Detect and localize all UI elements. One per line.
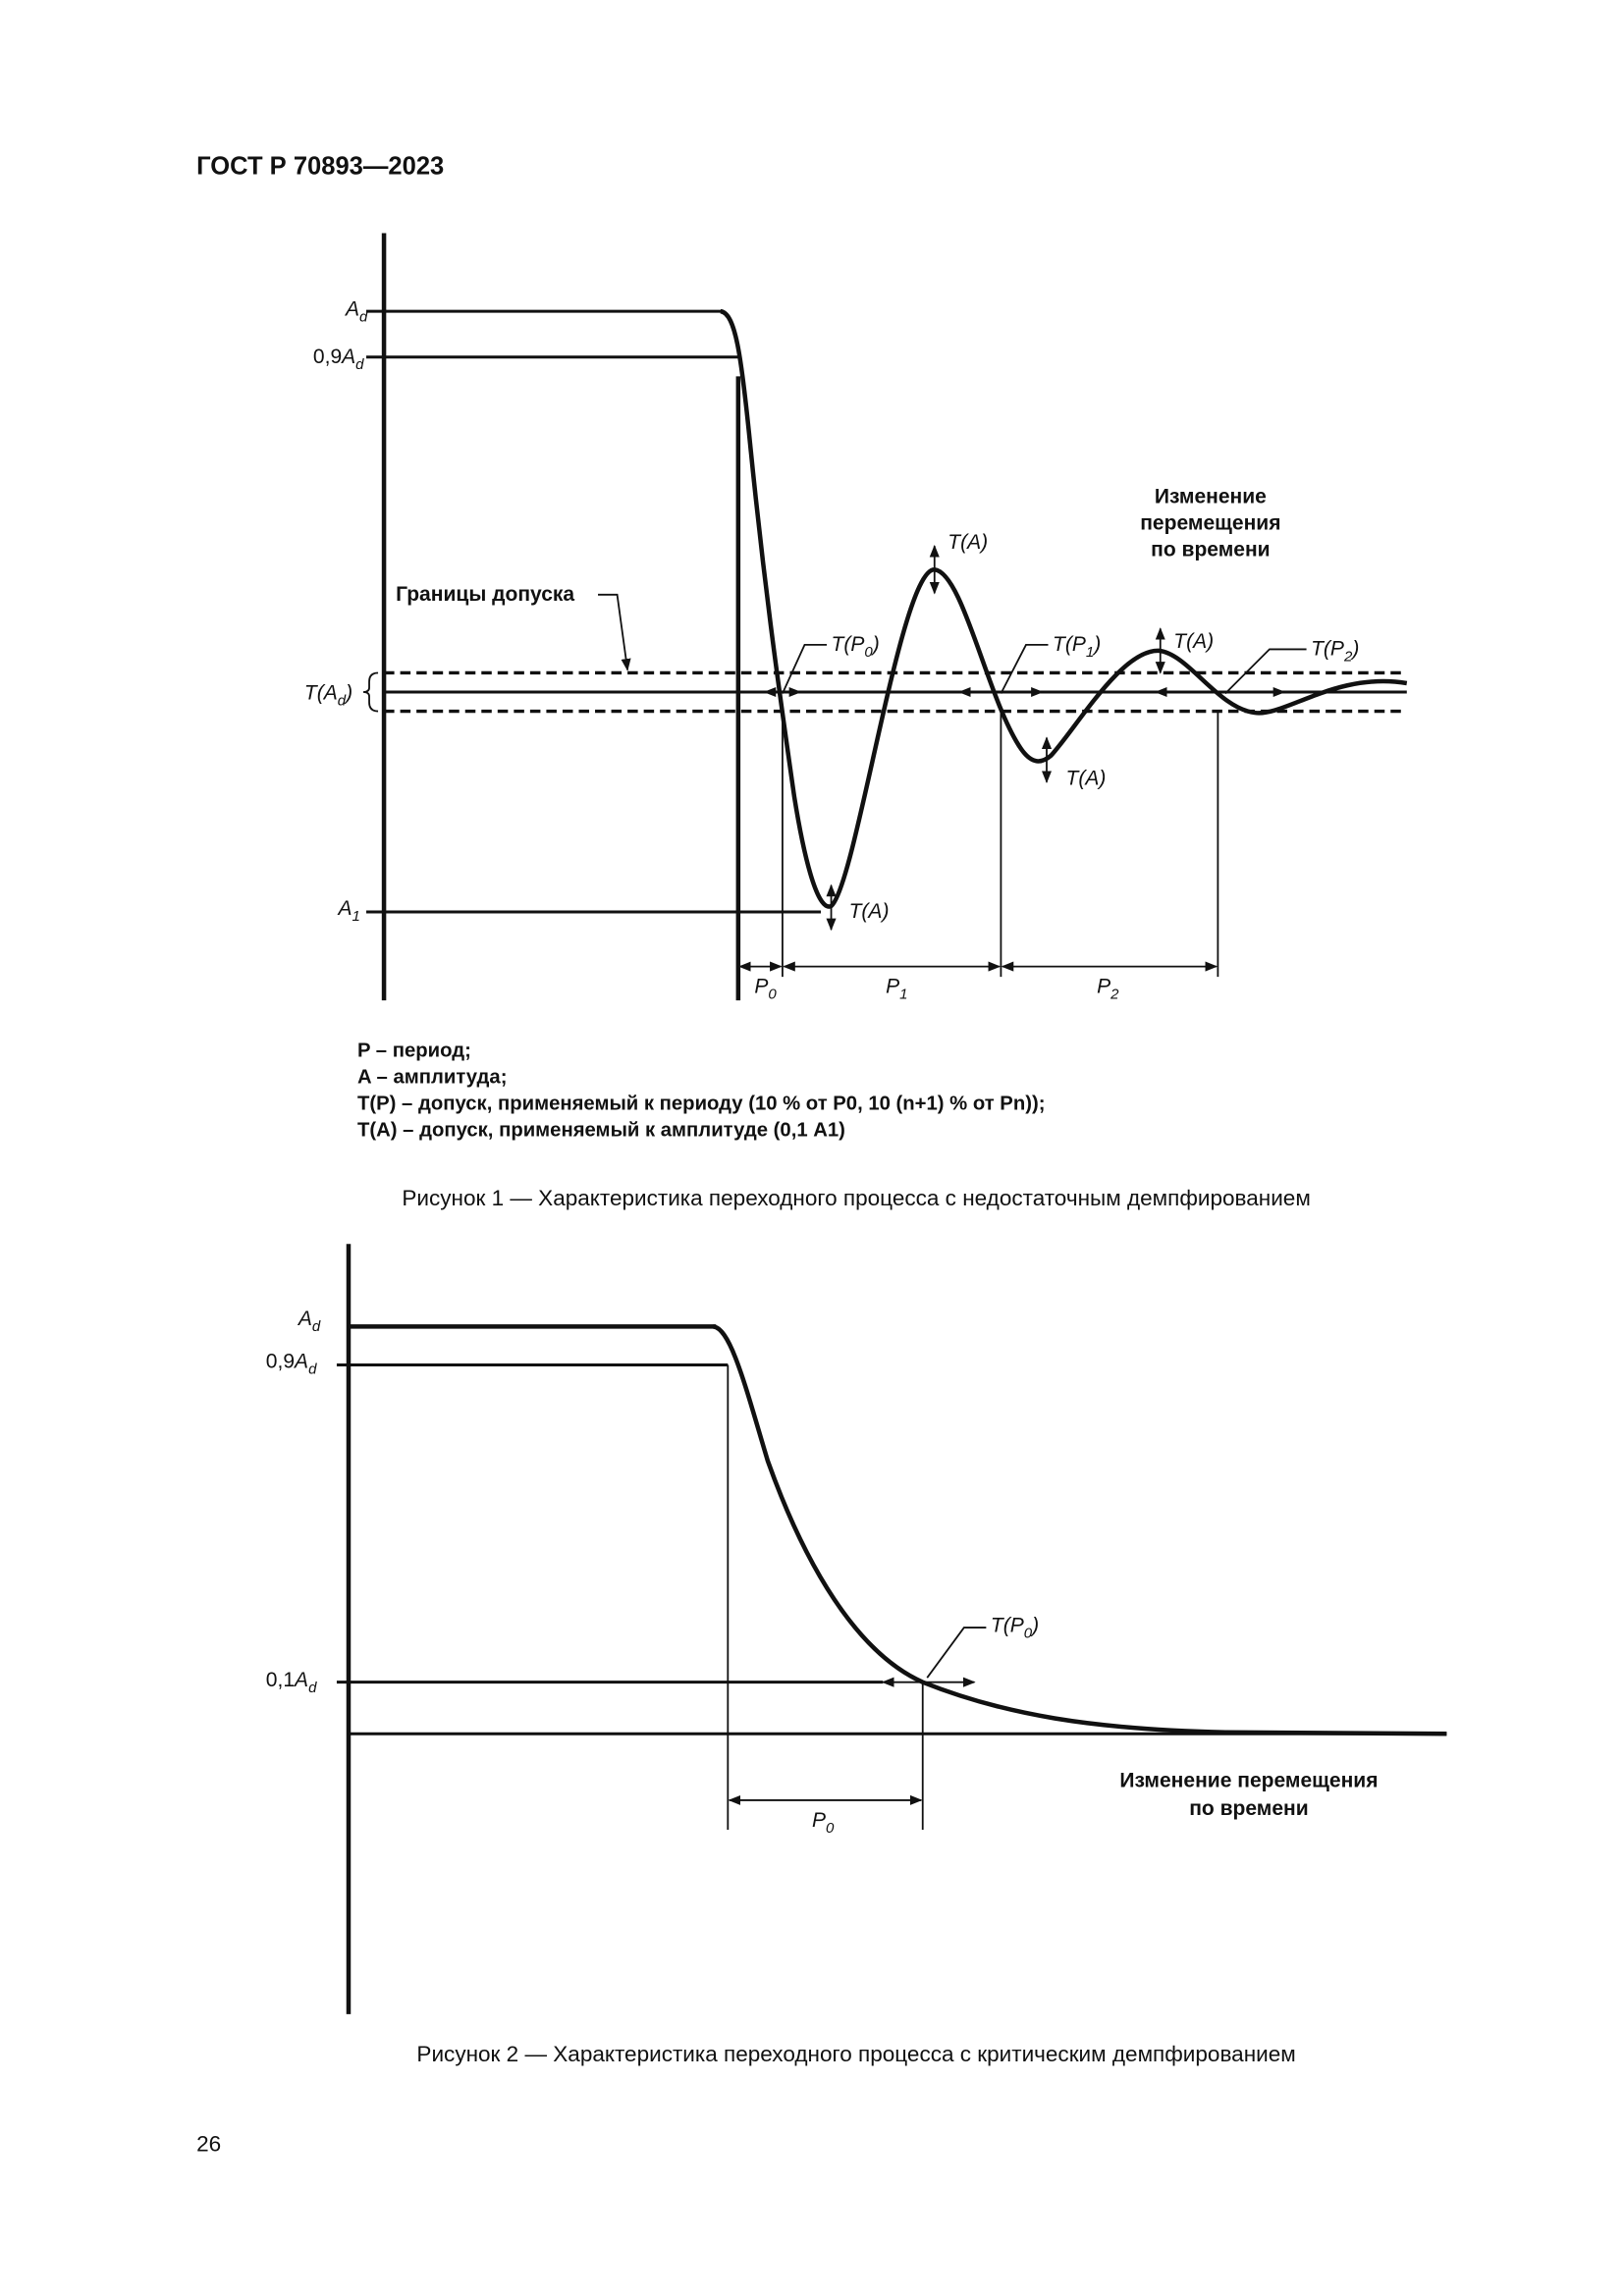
legend-line-4: T(A) – допуск, применяемый к амплитуде (… — [357, 1119, 845, 1141]
p2-label: P2 — [1097, 976, 1119, 1003]
motion-title-line2: перемещения — [1140, 512, 1280, 535]
motion-title-line1: Изменение перемещения — [1119, 1769, 1378, 1791]
tp0-label: T(P0) — [991, 1615, 1039, 1642]
tad-brace — [362, 671, 379, 713]
ad01-label: 0,1Ad — [266, 1669, 317, 1696]
ta-label-3: T(A) — [1173, 630, 1214, 653]
figure-2-caption: Рисунок 2 — Характеристика переходного п… — [416, 2042, 1295, 2066]
page-number: 26 — [196, 2132, 221, 2157]
motion-title-line2: по времени — [1189, 1797, 1308, 1820]
ad09-label: 0,9Ad — [313, 346, 364, 373]
ad-label: Ad — [297, 1308, 321, 1335]
ta-label-4: T(A) — [849, 900, 890, 923]
ta-label-1: T(A) — [947, 531, 988, 554]
legend-line-1: P – период; — [357, 1040, 471, 1061]
a1-label: A1 — [336, 897, 359, 925]
document-header: ГОСТ Р 70893—2023 — [196, 152, 444, 180]
tp0-label: T(P0) — [832, 633, 880, 661]
p0-label: P0 — [812, 1809, 835, 1837]
underdamped-response-curve — [720, 308, 1408, 909]
tp0-leader — [782, 644, 828, 694]
motion-title-line3: по времени — [1151, 539, 1270, 561]
ad09-label: 0,9Ad — [266, 1350, 317, 1377]
tp0-leader — [926, 1627, 987, 1679]
legend-line-3: T(P) – допуск, применяемый к периоду (10… — [357, 1093, 1045, 1114]
p1-label: P1 — [886, 976, 907, 1003]
critically-damped-response-curve — [712, 1324, 1447, 1736]
ad-label: Ad — [344, 298, 368, 326]
tp1-label: T(P1) — [1053, 633, 1101, 661]
tp1-leader — [1000, 644, 1049, 694]
ta-label-2: T(A) — [1066, 768, 1107, 790]
tad-label: T(Ad) — [304, 682, 352, 710]
p0-label: P0 — [754, 976, 777, 1003]
figure-1-caption: Рисунок 1 — Характеристика переходного п… — [402, 1186, 1310, 1210]
tolerance-leader — [598, 593, 631, 671]
tp2-leader — [1224, 648, 1307, 695]
tp2-label: T(P2) — [1311, 637, 1359, 665]
legend-line-2: A – амплитуда; — [357, 1066, 507, 1088]
figure-1: Ad 0,9Ad T(Ad) A1 Границы допуска Измене… — [304, 233, 1408, 1210]
motion-title-line1: Изменение — [1155, 486, 1267, 508]
tolerance-bounds-label: Границы допуска — [396, 583, 574, 606]
figure-2: Ad 0,9Ad 0,1Ad T(P0) P0 Изменение переме… — [266, 1244, 1447, 2066]
